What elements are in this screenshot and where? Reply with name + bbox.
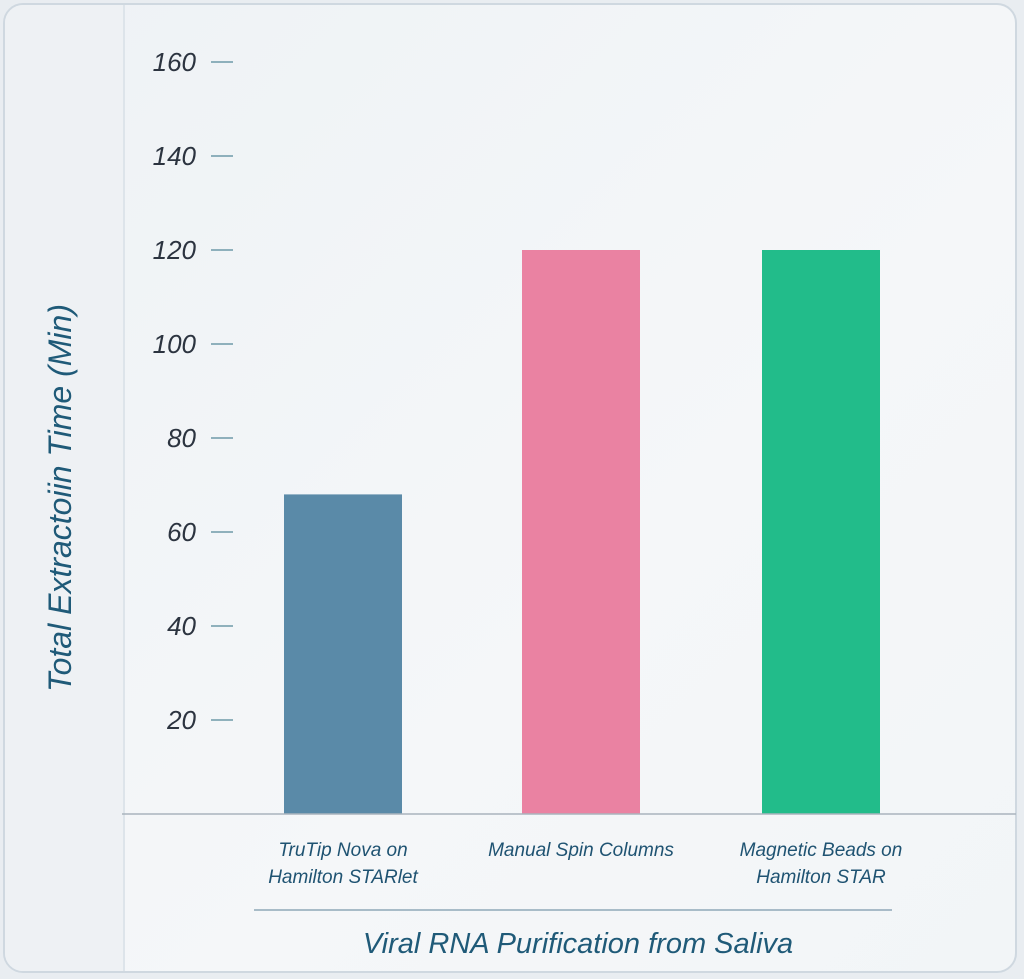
category-label-3-line-1: Magnetic Beads on [740, 840, 903, 861]
category-labels: TruTip Nova on Hamilton STARlet Manual Spi… [268, 840, 902, 888]
x-axis-title: Viral RNA Purification from Saliva [363, 928, 793, 960]
category-label-3-line-2: Hamilton STAR [756, 867, 886, 888]
bar-2 [522, 250, 640, 814]
y-axis-panel [5, 5, 125, 971]
y-tick-label-160: 160 [153, 47, 197, 77]
y-tick-label-20: 20 [166, 705, 196, 735]
y-axis-title: Total Extractoiin Time (Min) [42, 304, 78, 692]
y-tick-label-40: 40 [167, 611, 196, 641]
y-tick-label-60: 60 [167, 517, 196, 547]
bars [284, 250, 880, 814]
bar-3 [762, 250, 880, 814]
y-tick-label-80: 80 [167, 423, 196, 453]
bar-1 [284, 494, 402, 814]
category-label-1-line-2: Hamilton STARlet [268, 867, 418, 888]
category-label-1-line-1: TruTip Nova on [278, 840, 407, 861]
y-tick-label-100: 100 [153, 329, 197, 359]
y-axis-ticks: 20 40 60 80 100 120 140 160 [153, 47, 233, 735]
y-tick-label-140: 140 [153, 141, 197, 171]
category-label-2-line-1: Manual Spin Columns [488, 840, 674, 861]
y-tick-label-120: 120 [153, 235, 197, 265]
